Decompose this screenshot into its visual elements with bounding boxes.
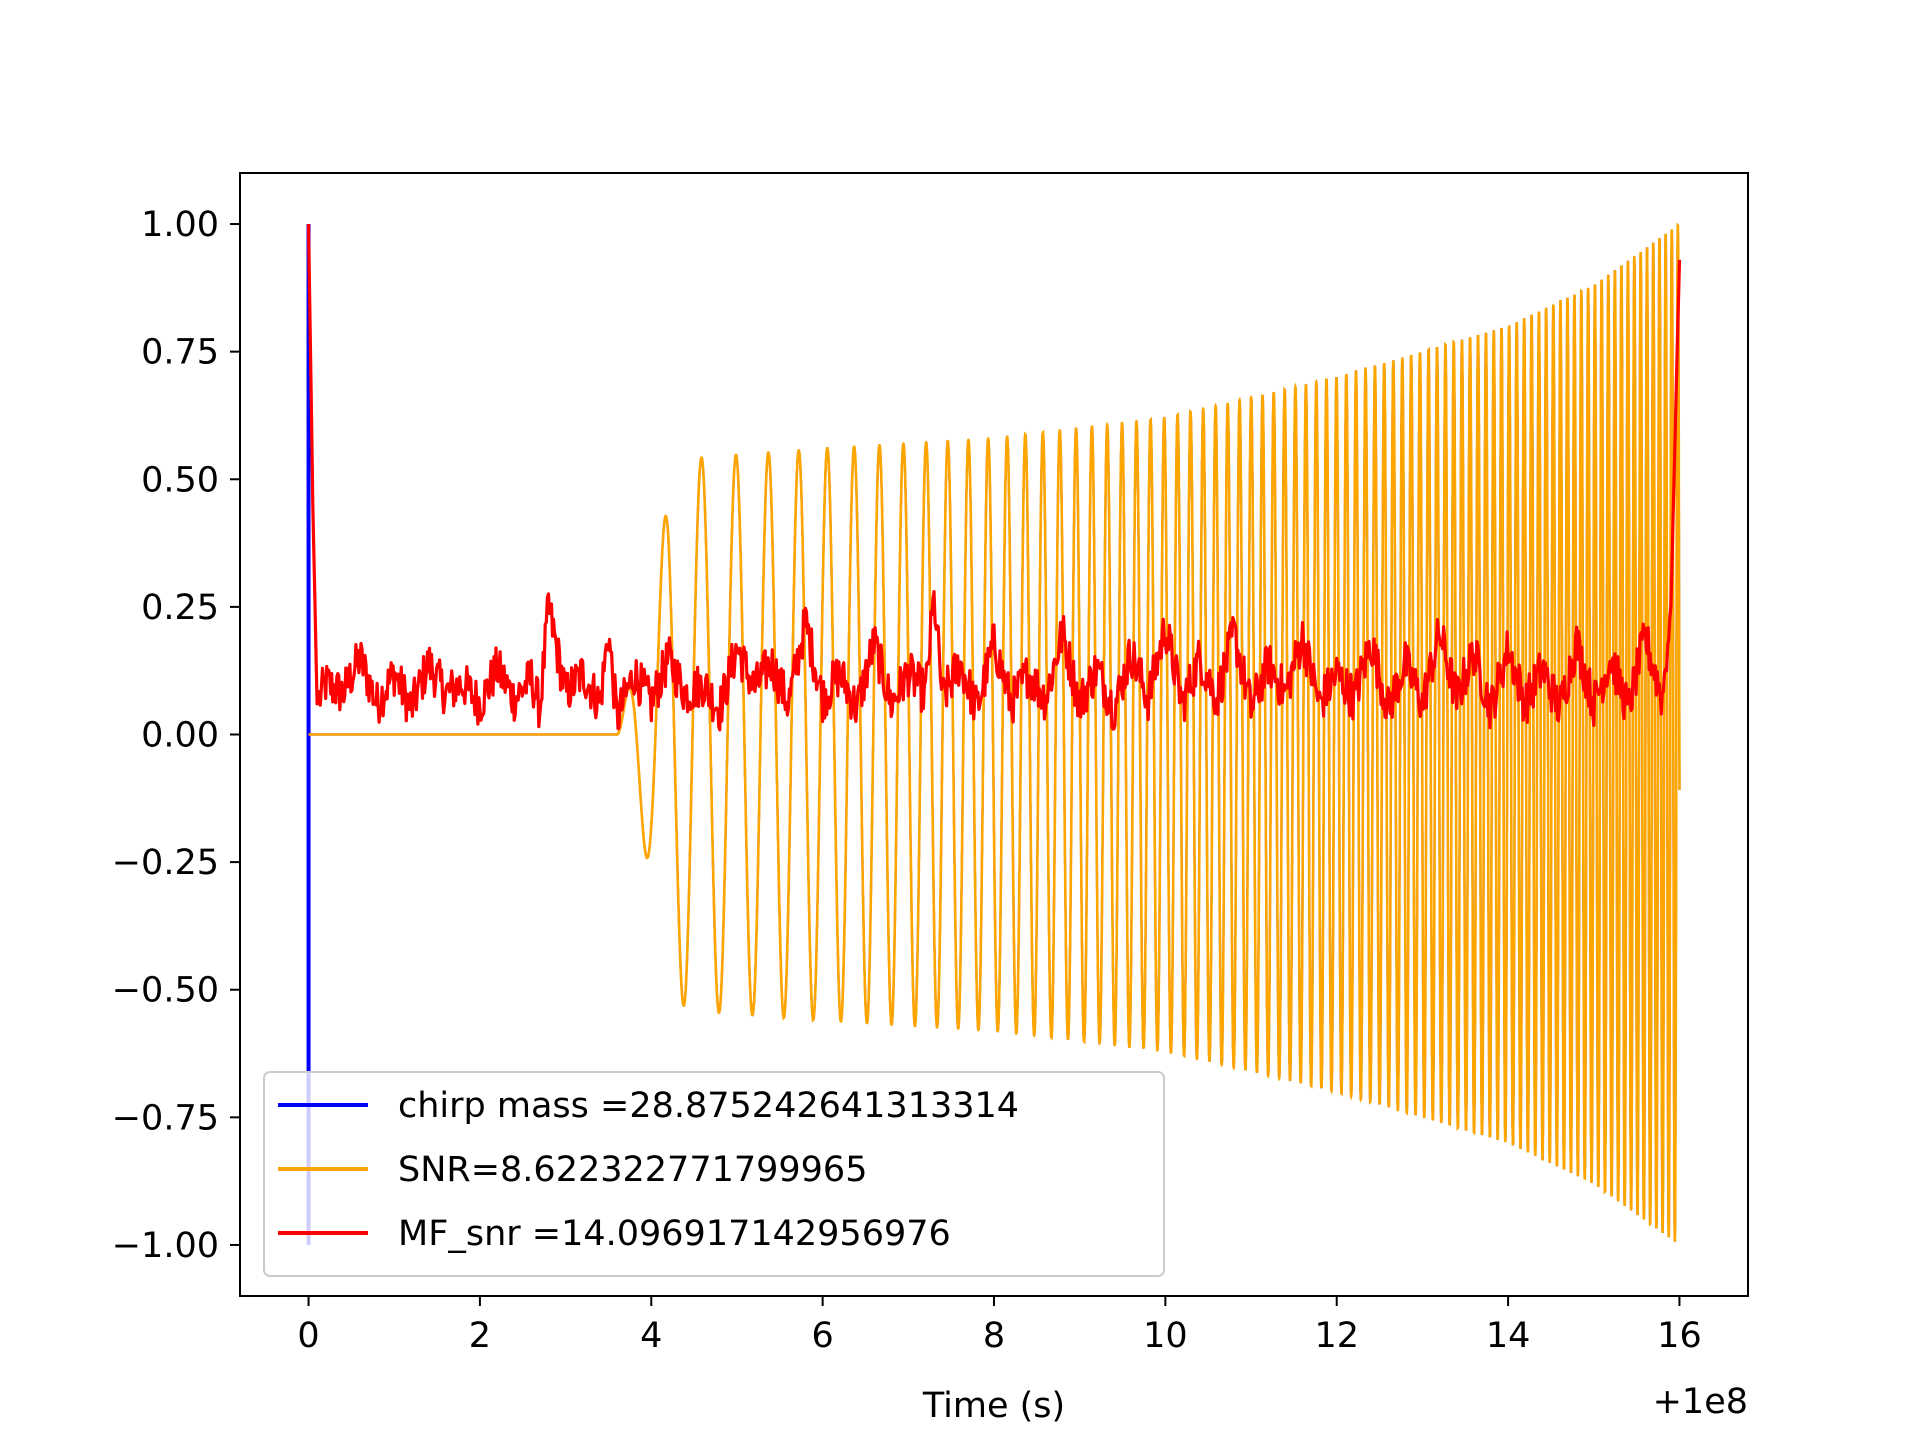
x-axis-offset-label: +1e8 <box>1653 1382 1748 1422</box>
y-tick-label: 0.25 <box>141 588 219 628</box>
series-line-snr <box>308 222 1681 1242</box>
legend-entry: SNR=8.622322771799965 <box>398 1150 867 1190</box>
series-line-mf-snr <box>306 223 1682 732</box>
y-tick-label: 0.00 <box>141 716 219 756</box>
x-tick-label: 2 <box>469 1316 491 1356</box>
x-tick-label: 10 <box>1143 1316 1188 1356</box>
y-tick-label: −0.50 <box>112 971 219 1011</box>
y-tick-label: 0.75 <box>141 333 219 373</box>
x-tick-label: 0 <box>297 1316 319 1356</box>
y-axis: 1.00 0.75 0.50 0.25 0.00 −0.25 −0.50 −0.75 −1.00 <box>112 205 240 1266</box>
x-tick-label: 4 <box>640 1316 662 1356</box>
x-tick-label: 6 <box>811 1316 833 1356</box>
y-tick-label: −0.25 <box>112 843 219 883</box>
legend-entry: MF_snr =14.096917142956976 <box>398 1214 951 1254</box>
legend: chirp mass =28.875242641313314 SNR=8.6223… <box>263 1071 1165 1277</box>
x-tick-label: 14 <box>1486 1316 1531 1356</box>
x-tick-label: 8 <box>983 1316 1005 1356</box>
x-tick-label: 12 <box>1314 1316 1359 1356</box>
x-axis: 0 2 4 6 8 10 12 14 16 <box>297 1296 1702 1356</box>
legend-box <box>263 1071 1165 1277</box>
x-axis-label: Time (s) <box>922 1386 1065 1426</box>
y-tick-label: −1.00 <box>112 1226 219 1266</box>
x-tick-label: 16 <box>1657 1316 1702 1356</box>
y-tick-label: 0.50 <box>141 460 219 500</box>
legend-entry: chirp mass =28.875242641313314 <box>398 1086 1019 1126</box>
y-tick-label: −0.75 <box>112 1098 219 1138</box>
y-tick-label: 1.00 <box>141 205 219 245</box>
